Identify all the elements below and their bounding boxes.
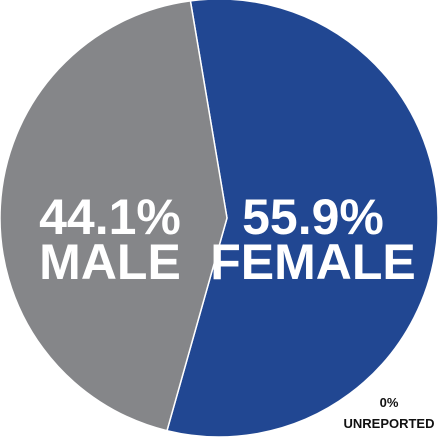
- unreported-name-label: UNREPORTED: [343, 416, 434, 431]
- female-percent-label: 55.9%: [242, 189, 384, 245]
- unreported-percent-label: 0%: [380, 395, 399, 410]
- female-name-label: FEMALE: [210, 234, 416, 290]
- male-name-label: MALE: [39, 234, 181, 290]
- pie-slice-male: [0, 0, 228, 432]
- male-percent-label: 44.1%: [39, 189, 181, 245]
